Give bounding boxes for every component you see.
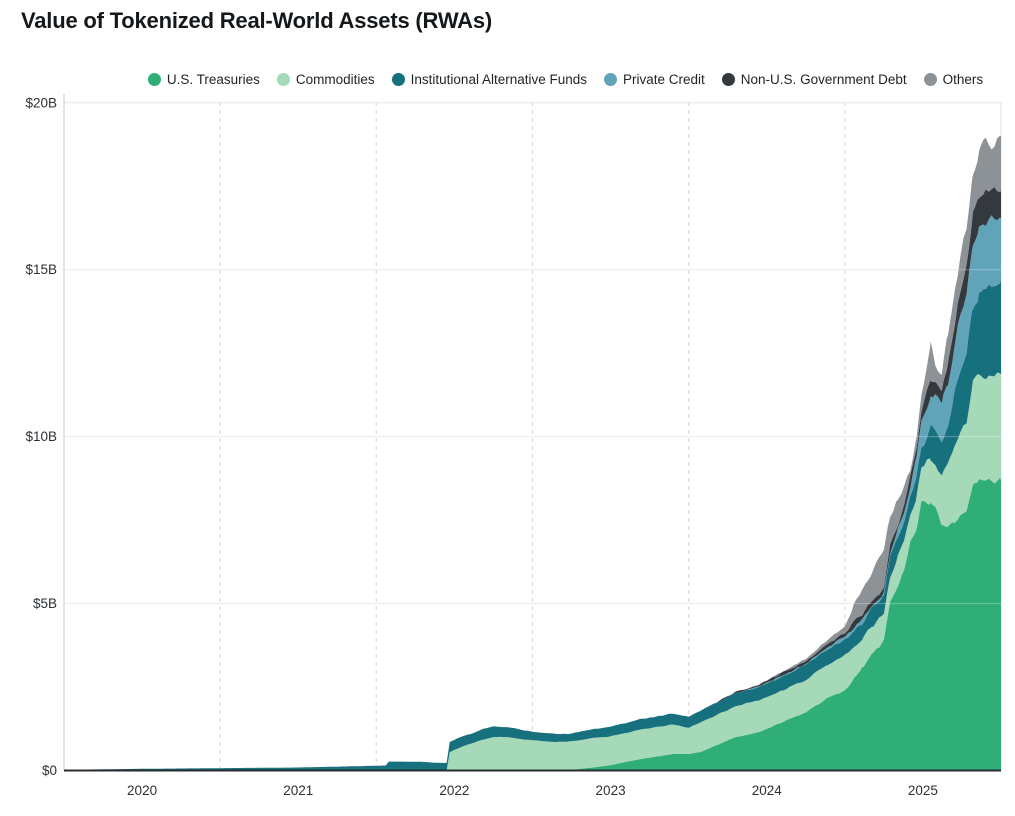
y-tick-label: $5B <box>33 596 57 611</box>
x-tick-label: 2023 <box>596 783 626 798</box>
legend-item-u-s-treasuries[interactable]: U.S. Treasuries <box>147 72 260 87</box>
chart-legend: U.S. Treasuries Commodities Institutional … <box>58 72 1015 87</box>
legend-swatch-icon <box>391 73 405 86</box>
x-tick-label: 2021 <box>283 783 313 798</box>
legend-item-non-u-s-government-debt[interactable]: Non-U.S. Government Debt <box>721 72 907 87</box>
y-tick-label: $15B <box>25 262 57 277</box>
y-tick-label: $10B <box>25 429 57 444</box>
x-tick-label: 2025 <box>908 783 938 798</box>
y-tick-label: $20B <box>25 95 57 110</box>
legend-label: U.S. Treasuries <box>166 72 260 87</box>
x-tick-label: 2024 <box>752 783 783 798</box>
x-tick-label: 2022 <box>439 783 469 798</box>
legend-swatch-icon <box>923 73 937 86</box>
legend-swatch-icon <box>276 73 290 86</box>
y-tick-label: $0 <box>42 763 57 778</box>
legend-label: Commodities <box>295 72 375 87</box>
legend-label: Private Credit <box>623 72 705 87</box>
legend-swatch-icon <box>147 73 161 86</box>
legend-item-others[interactable]: Others <box>923 72 984 87</box>
legend-item-commodities[interactable]: Commodities <box>276 72 375 87</box>
legend-swatch-icon <box>604 73 618 86</box>
legend-item-private-credit[interactable]: Private Credit <box>604 72 705 87</box>
legend-label: Institutional Alternative Funds <box>410 72 588 87</box>
legend-label: Others <box>942 72 984 87</box>
x-tick-label: 2020 <box>127 783 157 798</box>
area-series-u-s-treasuries <box>64 477 1001 771</box>
legend-label: Non-U.S. Government Debt <box>740 72 907 87</box>
legend-swatch-icon <box>721 73 735 86</box>
legend-item-institutional-alternative-funds[interactable]: Institutional Alternative Funds <box>391 72 588 87</box>
page-title: Value of Tokenized Real-World Assets (RW… <box>21 8 493 33</box>
